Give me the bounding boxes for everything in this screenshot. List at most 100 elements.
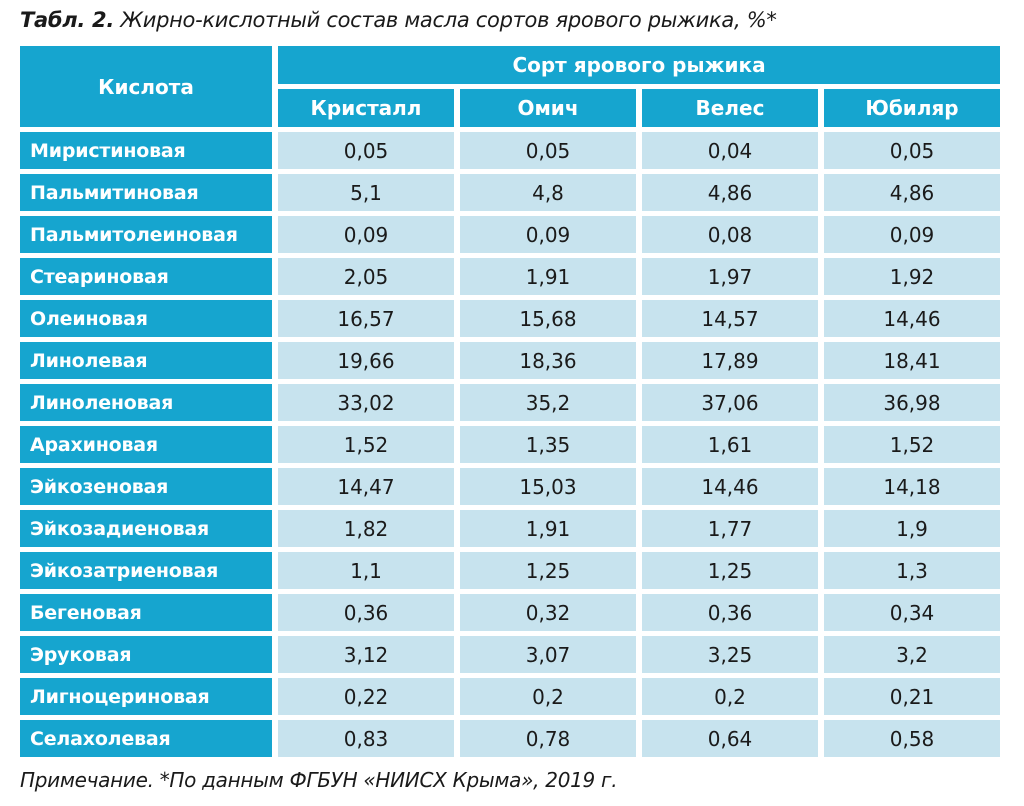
variety-header-veles: Велес bbox=[642, 89, 818, 127]
value-cell: 3,12 bbox=[278, 636, 454, 673]
value-cell: 0,04 bbox=[642, 132, 818, 169]
acid-name-cell: Эйкозеновая bbox=[20, 468, 272, 505]
value-cell: 0,09 bbox=[824, 216, 1000, 253]
acid-name-cell: Пальмитолеиновая bbox=[20, 216, 272, 253]
table-caption: Табл. 2. Жирно-кислотный состав масла со… bbox=[20, 8, 777, 32]
value-cell: 1,25 bbox=[460, 552, 636, 589]
variety-header-kristall: Кристалл bbox=[278, 89, 454, 127]
value-cell: 1,92 bbox=[824, 258, 1000, 295]
acid-column-header: Кислота bbox=[20, 46, 272, 127]
value-cell: 0,34 bbox=[824, 594, 1000, 631]
variety-group-header: Сорт ярового рыжика bbox=[278, 46, 1000, 84]
value-cell: 1,61 bbox=[642, 426, 818, 463]
value-cell: 19,66 bbox=[278, 342, 454, 379]
caption-text: Жирно-кислотный состав масла сортов яров… bbox=[114, 8, 777, 32]
table-row: Селахолевая 0,83 0,78 0,64 0,58 bbox=[20, 720, 1000, 757]
value-cell: 17,89 bbox=[642, 342, 818, 379]
value-cell: 0,08 bbox=[642, 216, 818, 253]
table-row: Арахиновая 1,52 1,35 1,61 1,52 bbox=[20, 426, 1000, 463]
value-cell: 2,05 bbox=[278, 258, 454, 295]
value-cell: 0,21 bbox=[824, 678, 1000, 715]
acid-name-cell: Селахолевая bbox=[20, 720, 272, 757]
value-cell: 1,1 bbox=[278, 552, 454, 589]
value-cell: 14,46 bbox=[642, 468, 818, 505]
value-cell: 1,82 bbox=[278, 510, 454, 547]
acid-name-cell: Лигноцериновая bbox=[20, 678, 272, 715]
value-cell: 1,25 bbox=[642, 552, 818, 589]
acid-name-cell: Бегеновая bbox=[20, 594, 272, 631]
table-note: Примечание. *По данным ФГБУН «НИИСХ Крым… bbox=[20, 768, 618, 792]
acid-name-cell: Пальмитиновая bbox=[20, 174, 272, 211]
value-cell: 1,3 bbox=[824, 552, 1000, 589]
value-cell: 4,86 bbox=[824, 174, 1000, 211]
value-cell: 15,68 bbox=[460, 300, 636, 337]
table-row: Олеиновая 16,57 15,68 14,57 14,46 bbox=[20, 300, 1000, 337]
table-row: Эйкозадиеновая 1,82 1,91 1,77 1,9 bbox=[20, 510, 1000, 547]
header-row-top: Кислота Сорт ярового рыжика bbox=[20, 46, 1000, 127]
value-cell: 35,2 bbox=[460, 384, 636, 421]
table-row: Бегеновая 0,36 0,32 0,36 0,34 bbox=[20, 594, 1000, 631]
value-cell: 14,57 bbox=[642, 300, 818, 337]
value-cell: 0,64 bbox=[642, 720, 818, 757]
value-cell: 0,78 bbox=[460, 720, 636, 757]
value-cell: 18,41 bbox=[824, 342, 1000, 379]
table-row: Эйкозатриеновая 1,1 1,25 1,25 1,3 bbox=[20, 552, 1000, 589]
value-cell: 0,2 bbox=[642, 678, 818, 715]
table-row: Эйкозеновая 14,47 15,03 14,46 14,18 bbox=[20, 468, 1000, 505]
table-row: Пальмитиновая 5,1 4,8 4,86 4,86 bbox=[20, 174, 1000, 211]
value-cell: 14,47 bbox=[278, 468, 454, 505]
acid-name-cell: Линоленовая bbox=[20, 384, 272, 421]
table-row: Стеариновая 2,05 1,91 1,97 1,92 bbox=[20, 258, 1000, 295]
acid-name-cell: Эйкозатриеновая bbox=[20, 552, 272, 589]
value-cell: 37,06 bbox=[642, 384, 818, 421]
value-cell: 4,86 bbox=[642, 174, 818, 211]
value-cell: 0,09 bbox=[460, 216, 636, 253]
value-cell: 18,36 bbox=[460, 342, 636, 379]
caption-label: Табл. 2. bbox=[20, 8, 115, 32]
variety-header-yubilyar: Юбиляр bbox=[824, 89, 1000, 127]
table-row: Миристиновая 0,05 0,05 0,04 0,05 bbox=[20, 132, 1000, 169]
value-cell: 0,05 bbox=[824, 132, 1000, 169]
table-row: Лигноцериновая 0,22 0,2 0,2 0,21 bbox=[20, 678, 1000, 715]
table-row: Линолевая 19,66 18,36 17,89 18,41 bbox=[20, 342, 1000, 379]
value-cell: 15,03 bbox=[460, 468, 636, 505]
fatty-acid-table: Кислота Сорт ярового рыжика Кристалл Оми… bbox=[14, 41, 1006, 762]
value-cell: 1,77 bbox=[642, 510, 818, 547]
variety-header-omich: Омич bbox=[460, 89, 636, 127]
value-cell: 16,57 bbox=[278, 300, 454, 337]
value-cell: 0,36 bbox=[278, 594, 454, 631]
acid-name-cell: Стеариновая bbox=[20, 258, 272, 295]
value-cell: 0,09 bbox=[278, 216, 454, 253]
table-body: Миристиновая 0,05 0,05 0,04 0,05 Пальмитинова… bbox=[20, 132, 1000, 757]
value-cell: 4,8 bbox=[460, 174, 636, 211]
table-row: Линоленовая 33,02 35,2 37,06 36,98 bbox=[20, 384, 1000, 421]
value-cell: 0,36 bbox=[642, 594, 818, 631]
value-cell: 3,25 bbox=[642, 636, 818, 673]
table-row: Пальмитолеиновая 0,09 0,09 0,08 0,09 bbox=[20, 216, 1000, 253]
acid-name-cell: Эруковая bbox=[20, 636, 272, 673]
value-cell: 0,2 bbox=[460, 678, 636, 715]
value-cell: 36,98 bbox=[824, 384, 1000, 421]
header-row-varieties: Кристалл Омич Велес Юбиляр bbox=[20, 89, 1000, 127]
value-cell: 0,32 bbox=[460, 594, 636, 631]
acid-name-cell: Миристиновая bbox=[20, 132, 272, 169]
value-cell: 5,1 bbox=[278, 174, 454, 211]
value-cell: 1,91 bbox=[460, 510, 636, 547]
value-cell: 1,97 bbox=[642, 258, 818, 295]
value-cell: 33,02 bbox=[278, 384, 454, 421]
value-cell: 0,05 bbox=[460, 132, 636, 169]
value-cell: 14,46 bbox=[824, 300, 1000, 337]
acid-name-cell: Олеиновая bbox=[20, 300, 272, 337]
value-cell: 3,07 bbox=[460, 636, 636, 673]
value-cell: 0,05 bbox=[278, 132, 454, 169]
value-cell: 1,52 bbox=[278, 426, 454, 463]
table-row: Эруковая 3,12 3,07 3,25 3,2 bbox=[20, 636, 1000, 673]
value-cell: 1,35 bbox=[460, 426, 636, 463]
value-cell: 0,58 bbox=[824, 720, 1000, 757]
value-cell: 0,83 bbox=[278, 720, 454, 757]
acid-name-cell: Эйкозадиеновая bbox=[20, 510, 272, 547]
value-cell: 1,9 bbox=[824, 510, 1000, 547]
value-cell: 14,18 bbox=[824, 468, 1000, 505]
value-cell: 1,52 bbox=[824, 426, 1000, 463]
acid-name-cell: Линолевая bbox=[20, 342, 272, 379]
